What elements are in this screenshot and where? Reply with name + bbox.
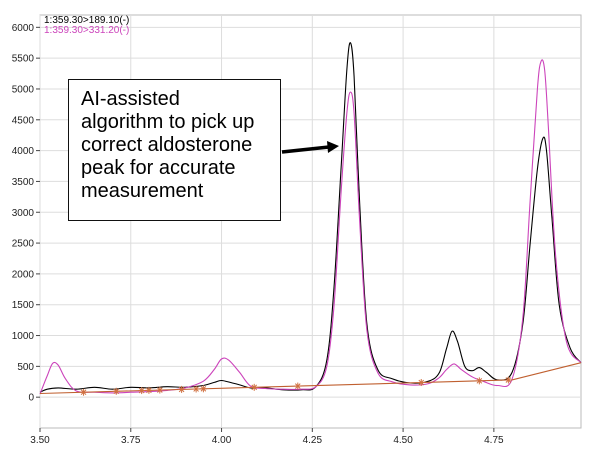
x-axis: 3.50 3.75 4.00 4.25 4.50 4.75 (30, 428, 504, 446)
y-tick-label: 3500 (12, 177, 35, 188)
y-tick-label: 0 (28, 393, 34, 404)
legend-series-1: 1:359.30>189.10(-) (44, 15, 129, 26)
baseline-marker (80, 388, 88, 396)
x-tick-label: 4.50 (393, 435, 413, 446)
x-tick-label: 3.50 (30, 435, 50, 446)
annotation-line-4: peak for accurate (81, 157, 236, 179)
y-tick-label: 2000 (12, 269, 35, 280)
y-tick-label: 4500 (12, 115, 35, 126)
baseline-marker (178, 385, 186, 393)
annotation-line-3: correct aldosterone (81, 134, 253, 156)
annotation-line-1: AI-assisted (81, 88, 180, 110)
annotation-line-5: measurement (81, 180, 204, 202)
baseline-marker (138, 387, 146, 395)
baseline-marker (294, 382, 302, 390)
y-tick-label: 5000 (12, 84, 35, 95)
y-tick-label: 6000 (12, 23, 35, 34)
x-tick-label: 4.75 (484, 435, 504, 446)
y-tick-label: 500 (17, 362, 34, 373)
y-tick-label: 5500 (12, 54, 35, 65)
baseline-marker (199, 385, 207, 393)
annotation-line-2: algorithm to pick up (81, 111, 255, 133)
annotation-arrow (281, 141, 339, 154)
y-tick-label: 1000 (12, 331, 35, 342)
baseline-marker (417, 379, 425, 387)
x-tick-label: 4.00 (212, 435, 232, 446)
legend-series-2: 1:359.30>331.20(-) (44, 25, 129, 36)
y-axis: 0 500 1000 1500 2000 2500 3000 3500 4000 4500 5000… (12, 23, 40, 404)
baseline-markers (80, 376, 512, 396)
x-tick-label: 3.75 (121, 435, 141, 446)
baseline-marker (504, 376, 512, 384)
baseline-marker (145, 386, 153, 394)
x-tick-label: 4.25 (303, 435, 323, 446)
y-tick-label: 2500 (12, 239, 35, 250)
y-tick-label: 4000 (12, 146, 35, 157)
y-tick-label: 3000 (12, 208, 35, 219)
series-line-2 (39, 59, 582, 395)
baseline-marker (156, 386, 164, 394)
baseline-marker (475, 377, 483, 385)
baseline-marker (250, 383, 258, 391)
y-tick-label: 1500 (12, 300, 35, 311)
baseline-marker (112, 387, 120, 395)
baseline-marker (192, 385, 200, 393)
annotation-box: AI-assisted algorithm to pick up correct… (68, 79, 281, 221)
